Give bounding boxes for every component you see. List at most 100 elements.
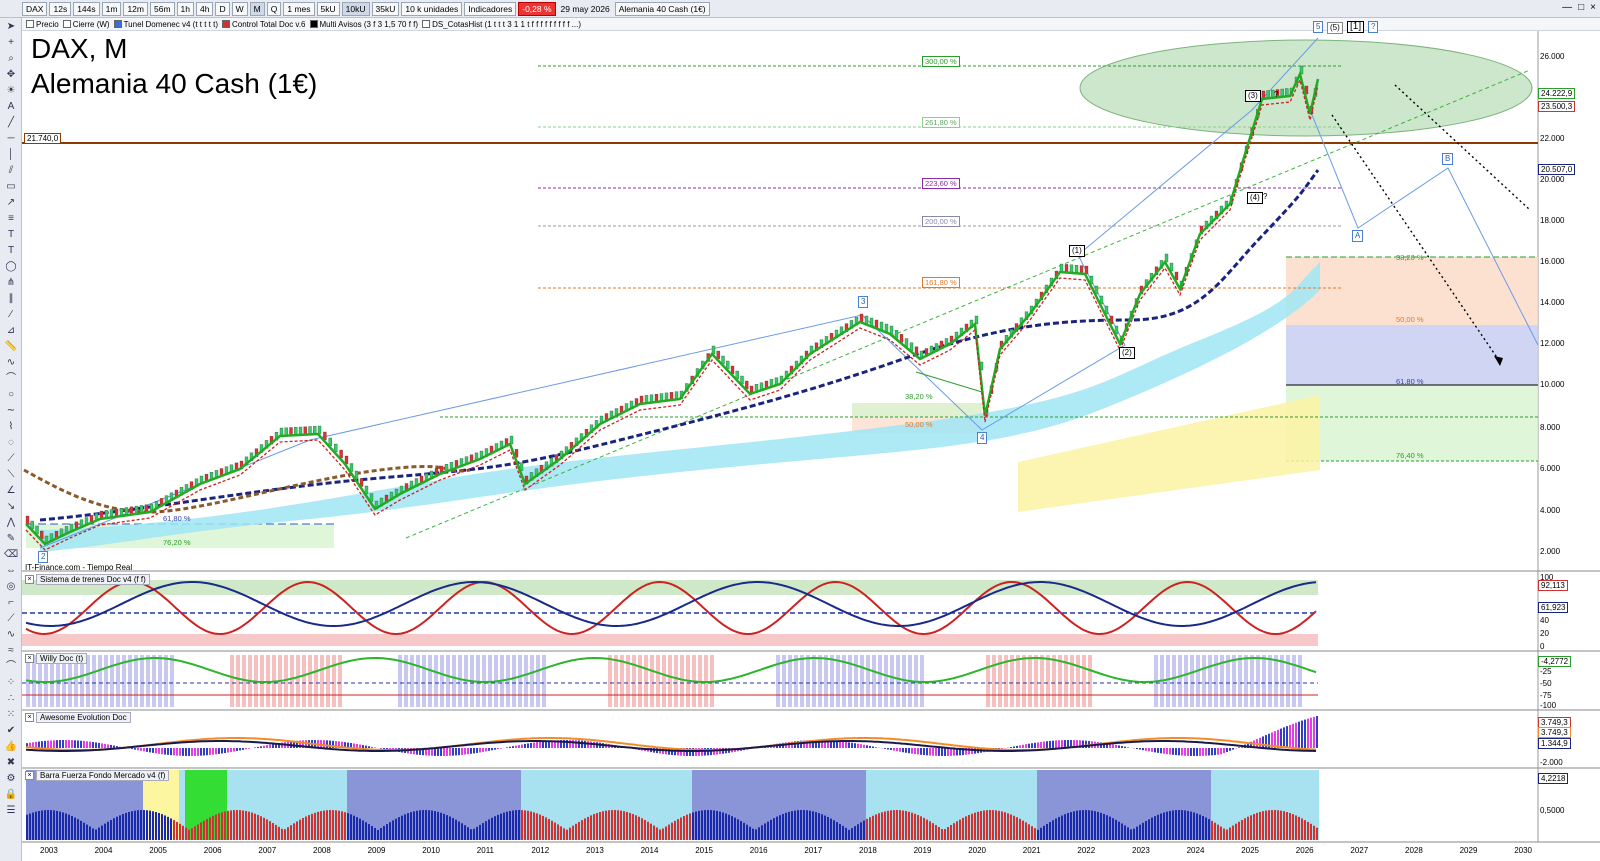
cursor-icon[interactable]: ➤ — [6, 21, 16, 32]
legend-item-precio[interactable]: Precio — [26, 20, 59, 29]
panel1-title[interactable]: Sistema de trenes Doc v4 (f f) — [36, 574, 150, 585]
period-select[interactable]: 1 mes — [283, 1, 315, 16]
indicators-button[interactable]: Indicadores — [464, 1, 517, 16]
circle-tool-icon[interactable]: ○ — [7, 389, 15, 400]
wave-label-b[interactable]: B — [1442, 153, 1454, 165]
wave-label-q1[interactable]: ? — [1368, 21, 1379, 33]
wave-label-3[interactable]: (3) — [1245, 90, 1261, 102]
gann-icon[interactable]: ⊿ — [6, 325, 16, 336]
ellipse-tool-icon[interactable]: ◯ — [5, 261, 17, 272]
wave-icon[interactable]: ∿ — [6, 357, 16, 368]
legend-item-control[interactable]: Control Total Doc v.6 — [221, 20, 306, 29]
wave-label-1-big[interactable]: [1] — [1347, 21, 1365, 33]
tf-56m[interactable]: 56m — [150, 1, 175, 16]
settings-gear-icon[interactable]: ⚙ — [6, 773, 16, 784]
panel3-title[interactable]: Awesome Evolution Doc — [36, 712, 131, 723]
bracket-icon[interactable]: ⌐ — [8, 597, 14, 608]
wave-label-a[interactable]: A — [1352, 230, 1364, 242]
legend-item-tunel[interactable]: Tunel Domenec v4 (t t t t t) — [113, 20, 218, 29]
dotwave-icon[interactable]: ⁙ — [6, 709, 16, 720]
tf-d[interactable]: D — [215, 1, 230, 16]
wave-label-2p[interactable]: (2) — [1119, 347, 1135, 359]
legend-item-multiavisos[interactable]: Multi Avisos (3 f 3 1,5 70 f f) — [309, 20, 418, 29]
wave-label-5b[interactable]: (5) — [1327, 22, 1343, 34]
line-tool-icon[interactable]: ╱ — [7, 117, 15, 128]
trend2-icon[interactable]: ⟋ — [7, 613, 15, 624]
target-icon[interactable]: ◎ — [6, 581, 16, 592]
wave-label-4[interactable]: (4) — [1247, 192, 1263, 204]
brush-icon[interactable]: ✎ — [6, 533, 16, 544]
delete-red-icon[interactable]: ✖ — [6, 757, 16, 768]
wave-label-1p[interactable]: (1) — [1069, 245, 1085, 257]
tf-w[interactable]: W — [231, 1, 248, 16]
thumbs-up-icon[interactable]: 👍 — [4, 741, 18, 752]
fib-tool-icon[interactable]: ≡ — [8, 213, 14, 224]
tf-1m[interactable]: 1m — [101, 1, 122, 16]
text-tool-icon[interactable]: A — [7, 101, 15, 112]
scatter-icon[interactable]: ∴ — [7, 693, 15, 704]
legend-item-cierre[interactable]: Cierre (W) — [62, 20, 110, 29]
panel1-close-icon[interactable]: × — [25, 575, 34, 584]
angle-icon[interactable]: ∠ — [6, 485, 16, 496]
wave2-icon[interactable]: ≈ — [8, 645, 14, 656]
panel4-title[interactable]: Barra Fuerza Fondo Mercado v4 (f) — [36, 770, 170, 781]
panel2-title[interactable]: Willy Doc (t) — [36, 653, 88, 664]
instrument-tab[interactable]: Alemania 40 Cash (1€) — [614, 1, 710, 16]
tf-1h[interactable]: 1h — [176, 1, 195, 16]
parallel-icon[interactable]: ∥ — [8, 293, 14, 304]
pitchfork-icon[interactable]: ⋔ — [6, 277, 16, 288]
hline-tool-icon[interactable]: ─ — [7, 133, 15, 144]
ruler-icon[interactable]: 📏 — [4, 341, 18, 352]
check-icon[interactable]: ✔ — [6, 725, 16, 736]
t2-icon[interactable]: T — [7, 245, 15, 256]
slope-icon[interactable]: ⟍ — [7, 469, 15, 480]
measure-icon[interactable]: ⇔ — [6, 565, 16, 576]
vline-tool-icon[interactable]: │ — [7, 149, 15, 160]
arrow-tool-icon[interactable]: ↗ — [6, 197, 16, 208]
tf-4h[interactable]: 4h — [196, 1, 214, 16]
close-icon[interactable]: × — [1590, 2, 1596, 13]
bulb-icon[interactable]: ☀ — [6, 85, 16, 96]
wave-label-3m[interactable]: 3 — [858, 296, 869, 308]
zigzag-icon[interactable]: ⌇ — [8, 421, 14, 432]
sine-icon[interactable]: ∼ — [6, 405, 16, 416]
dots-icon[interactable]: ⁘ — [6, 677, 16, 688]
sine2-icon[interactable]: ∿ — [6, 629, 16, 640]
regression-icon[interactable]: ∕ — [10, 309, 12, 320]
minimize-icon[interactable]: — — [1562, 2, 1573, 13]
tf-12m[interactable]: 12m — [123, 1, 148, 16]
tf-144s[interactable]: 144s — [73, 1, 100, 16]
maximize-icon[interactable]: □ — [1578, 2, 1585, 13]
crosshair-icon[interactable]: + — [8, 37, 14, 48]
panel2-close-icon[interactable]: × — [25, 654, 34, 663]
tf-q[interactable]: Q — [266, 1, 282, 16]
layers-icon[interactable]: ☰ — [6, 805, 16, 816]
wave-label-4m[interactable]: 4 — [977, 432, 988, 444]
tf-m[interactable]: M — [249, 1, 265, 16]
ray-icon[interactable]: ↘ — [6, 501, 16, 512]
rect-tool-icon[interactable]: ▭ — [6, 181, 16, 192]
chart-canvas[interactable] — [22, 31, 1600, 861]
channel-tool-icon[interactable]: ⫽ — [8, 165, 14, 176]
eraser-icon[interactable]: ⌫ — [4, 549, 19, 560]
panel4-close-icon[interactable]: × — [25, 771, 34, 780]
text-t-icon[interactable]: T — [7, 229, 15, 240]
units-35k[interactable]: 35kU — [371, 1, 400, 16]
symbol-selector[interactable]: DAX — [22, 1, 48, 16]
wave-label-5[interactable]: 5 — [1313, 21, 1324, 33]
trend-icon[interactable]: ⟋ — [7, 453, 15, 464]
wave-label-2m[interactable]: 2 — [38, 551, 49, 563]
units-10k[interactable]: 10kU — [341, 1, 370, 16]
units-select[interactable]: 10 k unidades — [401, 1, 463, 16]
curve-icon[interactable]: ⌒ — [6, 661, 16, 672]
legend-item-cotashist[interactable]: DS_CotasHist (1 t t t 3 1 1 t f f f f f … — [422, 20, 581, 29]
tf-12s[interactable]: 12s — [49, 1, 72, 16]
cycle-icon[interactable]: ◌ — [8, 437, 14, 448]
units-5k[interactable]: 5kU — [316, 1, 340, 16]
arc-icon[interactable]: ⌒ — [6, 373, 16, 384]
polyline-icon[interactable]: ⋀ — [6, 517, 16, 528]
panel3-close-icon[interactable]: × — [25, 713, 34, 722]
pan-icon[interactable]: ✥ — [6, 69, 16, 80]
lock-icon[interactable]: 🔒 — [4, 789, 18, 800]
zoom-icon[interactable]: ⌕ — [8, 53, 14, 64]
